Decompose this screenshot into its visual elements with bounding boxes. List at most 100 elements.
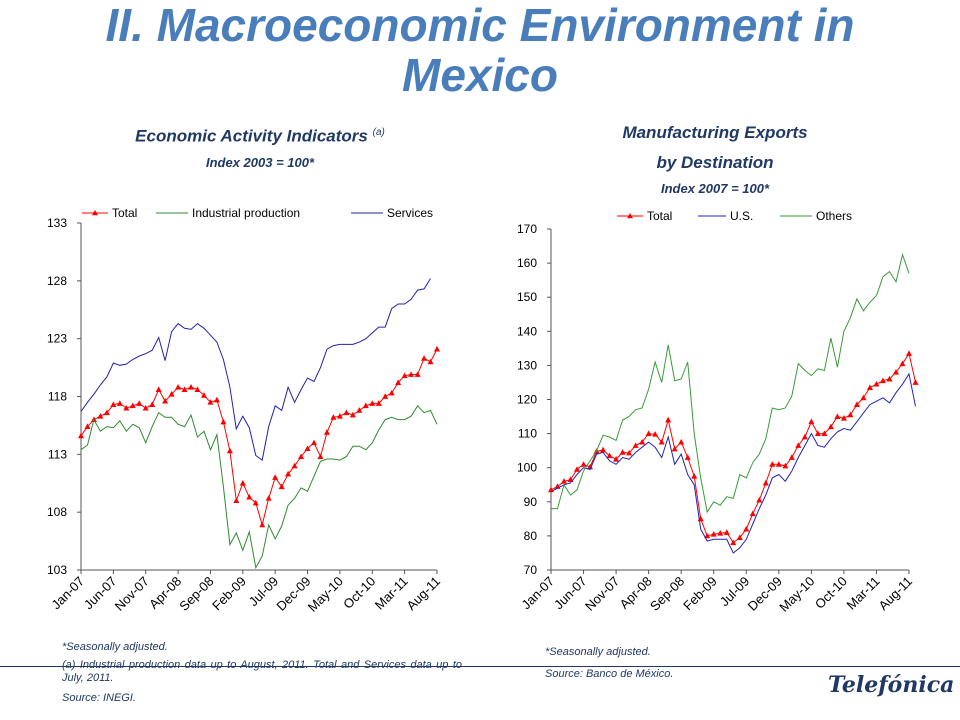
x-tick-label: Jan-07 — [48, 574, 87, 613]
x-tick-label: Mar-11 — [372, 574, 411, 613]
data-point-marker — [233, 497, 240, 503]
data-point-marker — [330, 414, 337, 420]
data-point-marker — [749, 510, 756, 517]
x-tick-label: Aug-11 — [404, 574, 444, 614]
data-point-marker — [899, 360, 906, 367]
chart-0: 103108113118123128133Jan-07Jun-07Nov-07A… — [47, 206, 443, 615]
data-point-marker — [827, 423, 834, 430]
y-tick-label: 108 — [47, 505, 67, 519]
data-point-marker — [362, 402, 369, 409]
data-point-marker — [866, 384, 873, 390]
y-tick-label: 130 — [517, 358, 537, 372]
x-tick-label: Sep-08 — [176, 574, 216, 614]
data-point-marker — [265, 495, 272, 501]
left-chart-title: Economic Activity Indicators (a) — [135, 126, 385, 146]
data-point-marker — [704, 532, 711, 539]
chart-legend: Total Industrial production Services — [82, 206, 433, 220]
x-tick-label: Nov-07 — [112, 574, 152, 614]
x-tick-label: Oct-10 — [340, 574, 378, 612]
data-point-marker — [561, 478, 568, 484]
data-point-marker — [343, 409, 350, 416]
data-point-marker — [632, 442, 639, 448]
data-point-marker — [226, 447, 233, 454]
logo-text: Telefónica — [828, 672, 955, 698]
y-tick-label: 150 — [517, 290, 537, 304]
right-note-seasonal: *Seasonally adjusted. — [545, 646, 651, 658]
data-point-marker — [168, 390, 175, 397]
data-point-marker — [188, 384, 195, 390]
data-point-marker — [645, 430, 652, 436]
x-tick-label: Feb-09 — [209, 574, 249, 614]
data-point-marker — [613, 455, 620, 462]
chart-1: 708090100110120130140150160170Jan-07Jun-… — [517, 209, 919, 615]
data-point-marker — [762, 479, 769, 486]
data-point-marker — [123, 404, 130, 411]
legend-label: Industrial production — [192, 206, 300, 220]
data-point-marker — [847, 411, 854, 418]
data-point-marker — [912, 379, 919, 385]
data-point-marker — [743, 525, 750, 532]
data-point-marker — [652, 431, 659, 437]
data-point-marker — [304, 445, 311, 451]
data-point-marker — [272, 474, 279, 480]
data-point-marker — [401, 372, 408, 379]
data-point-marker — [136, 400, 143, 406]
data-point-marker — [78, 432, 84, 439]
series-line-services — [80, 278, 431, 461]
legend-marker — [92, 210, 98, 216]
y-tick-label: 133 — [47, 216, 67, 230]
data-point-marker — [567, 476, 574, 483]
series-line-total — [80, 348, 438, 527]
x-tick-label: Mar-11 — [844, 574, 883, 613]
legend-label: Total — [112, 206, 137, 220]
data-point-marker — [116, 400, 123, 406]
data-point-marker — [873, 380, 880, 387]
data-point-marker — [317, 453, 324, 460]
data-point-marker — [285, 470, 292, 477]
series-line-others — [551, 252, 910, 514]
data-point-marker — [730, 539, 737, 546]
right-chart-title-line1: Manufacturing Exports — [622, 123, 808, 142]
data-point-marker — [723, 529, 730, 535]
data-point-marker — [691, 473, 698, 479]
data-point-marker — [336, 412, 343, 419]
data-point-marker — [619, 449, 626, 455]
data-point-marker — [375, 400, 382, 406]
data-point-marker — [291, 462, 298, 469]
data-point-marker — [369, 400, 376, 406]
data-point-marker — [259, 521, 266, 528]
data-point-marker — [606, 452, 613, 459]
data-point-marker — [665, 416, 672, 423]
x-tick-label: Jan-07 — [518, 574, 557, 613]
x-tick-label: Sep-08 — [647, 574, 687, 614]
data-point-marker — [129, 402, 136, 409]
y-tick-label: 128 — [47, 274, 67, 288]
data-point-marker — [142, 404, 149, 411]
data-point-marker — [388, 389, 395, 396]
data-point-marker — [349, 411, 356, 418]
data-point-marker — [110, 401, 117, 407]
x-tick-label: May-10 — [305, 574, 346, 615]
data-point-marker — [278, 483, 285, 490]
data-point-marker — [775, 461, 782, 467]
data-point-marker — [408, 371, 415, 377]
y-tick-label: 170 — [517, 222, 537, 236]
data-point-marker — [382, 393, 389, 399]
data-point-marker — [892, 369, 899, 375]
data-point-marker — [879, 377, 886, 384]
data-point-marker — [414, 371, 421, 377]
y-tick-label: 123 — [47, 332, 67, 346]
data-point-marker — [587, 463, 594, 470]
data-point-marker — [736, 534, 743, 541]
slide-title-line1: II. Macroeconomic Environment in — [105, 0, 855, 51]
data-point-marker — [220, 418, 227, 425]
data-point-marker — [162, 397, 169, 404]
y-tick-label: 113 — [48, 447, 67, 461]
data-point-marker — [769, 461, 776, 467]
data-point-marker — [801, 433, 808, 440]
data-point-marker — [434, 345, 440, 352]
data-point-marker — [684, 454, 691, 460]
slide-title-line2: Mexico — [402, 49, 558, 101]
legend-label: Services — [387, 206, 433, 220]
